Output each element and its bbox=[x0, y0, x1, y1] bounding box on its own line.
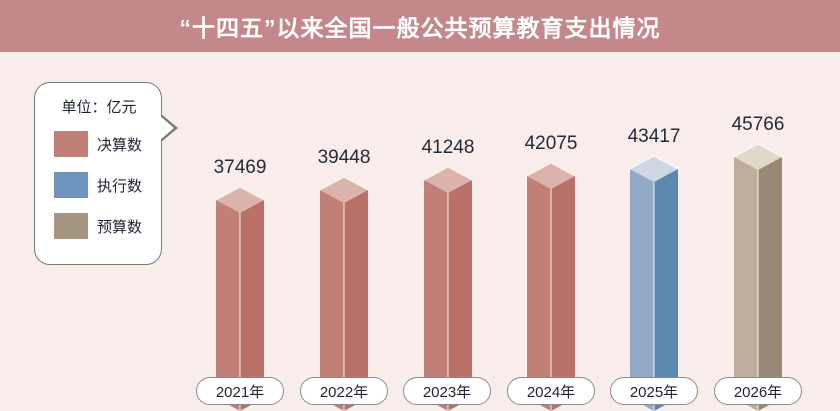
bar-top-highlight bbox=[630, 156, 678, 170]
bar-column-3d bbox=[630, 156, 678, 411]
bar-face-right bbox=[654, 169, 678, 411]
bar-top-highlight bbox=[320, 177, 368, 191]
bar-column-3d bbox=[320, 177, 368, 411]
page-title: “十四五”以来全国一般公共预算教育支出情况 bbox=[179, 15, 661, 41]
bar-column-3d bbox=[424, 167, 472, 411]
bar-face-left bbox=[734, 157, 758, 411]
year-label-2024年[interactable]: 2024年 bbox=[507, 377, 595, 405]
bar-face-right bbox=[448, 180, 472, 411]
bar-2022年[interactable]: 39448 bbox=[317, 137, 371, 411]
bar-face-right bbox=[240, 200, 264, 411]
year-label-2025年[interactable]: 2025年 bbox=[610, 377, 698, 405]
bar-value-label: 43417 bbox=[627, 126, 681, 147]
bar-value-label: 42075 bbox=[524, 133, 578, 154]
bar-2026年[interactable]: 45766 bbox=[731, 104, 785, 411]
bar-column-3d bbox=[734, 144, 782, 411]
legend-swatch-execution bbox=[54, 172, 88, 198]
bar-column-3d bbox=[527, 163, 575, 411]
bar-value-label: 45766 bbox=[731, 114, 785, 135]
bar-top-highlight bbox=[734, 144, 782, 158]
chart-plot-area: 单位：亿元 决算数执行数预算数 37469 39448 41248 42075 4341… bbox=[0, 52, 840, 411]
bar-2025年[interactable]: 43417 bbox=[627, 116, 681, 411]
year-label-2023年[interactable]: 2023年 bbox=[403, 377, 491, 405]
legend-item-execution[interactable]: 执行数 bbox=[54, 172, 142, 198]
legend-swatch-final bbox=[54, 131, 88, 157]
bar-face-left bbox=[320, 190, 344, 411]
legend-pointer-fill bbox=[159, 115, 174, 141]
bar-face-left bbox=[527, 176, 551, 411]
bar-value-label: 41248 bbox=[421, 137, 475, 158]
year-label-2021年[interactable]: 2021年 bbox=[196, 377, 284, 405]
legend-item-final[interactable]: 决算数 bbox=[54, 131, 142, 157]
bar-face-left bbox=[630, 169, 654, 411]
bar-face-right bbox=[758, 157, 782, 411]
legend-label-final: 决算数 bbox=[97, 136, 143, 154]
bar-2021年[interactable]: 37469 bbox=[213, 147, 267, 411]
bar-face-left bbox=[424, 180, 448, 411]
bar-column-3d bbox=[216, 187, 264, 411]
bar-top-highlight bbox=[216, 187, 264, 201]
legend-label-execution: 执行数 bbox=[97, 177, 143, 195]
legend-swatch-budget bbox=[54, 213, 88, 239]
bar-2023年[interactable]: 41248 bbox=[421, 127, 475, 411]
bar-2024年[interactable]: 42075 bbox=[524, 123, 578, 411]
bar-face-left bbox=[216, 200, 240, 411]
year-label-2022年[interactable]: 2022年 bbox=[300, 377, 388, 405]
chart-title-bar: “十四五”以来全国一般公共预算教育支出情况 bbox=[0, 0, 840, 52]
bar-face-right bbox=[551, 176, 575, 411]
legend-panel: 单位：亿元 决算数执行数预算数 bbox=[34, 82, 162, 265]
bar-top-highlight bbox=[424, 167, 472, 181]
bar-value-label: 39448 bbox=[317, 147, 371, 168]
legend-item-budget[interactable]: 预算数 bbox=[54, 213, 142, 239]
bar-value-label: 37469 bbox=[213, 157, 267, 178]
legend-label-budget: 预算数 bbox=[97, 218, 143, 236]
legend-unit-label: 单位：亿元 bbox=[61, 99, 137, 116]
bar-top-highlight bbox=[527, 163, 575, 177]
bar-face-right bbox=[344, 190, 368, 411]
year-label-2026年[interactable]: 2026年 bbox=[714, 377, 802, 405]
